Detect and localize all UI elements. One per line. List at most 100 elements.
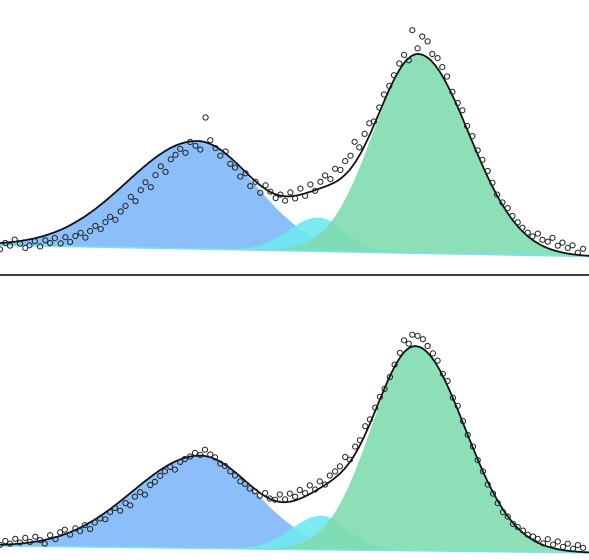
- data-point: [376, 104, 383, 111]
- data-point: [489, 490, 497, 497]
- data-point: [449, 88, 456, 95]
- data-point: [112, 216, 119, 223]
- data-point: [376, 393, 383, 400]
- data-point: [509, 212, 516, 220]
- data-point: [322, 481, 329, 488]
- data-point: [111, 504, 119, 512]
- data-point: [414, 332, 421, 339]
- data-point: [297, 185, 304, 192]
- data-point: [67, 531, 74, 538]
- data-point: [16, 539, 24, 546]
- data-point: [132, 198, 139, 205]
- data-point: [439, 370, 446, 377]
- data-point: [152, 172, 159, 179]
- data-point: [187, 138, 194, 146]
- data-point: [237, 173, 244, 180]
- data-point: [51, 235, 58, 242]
- baseline-line: [0, 244, 589, 258]
- data-point: [22, 534, 29, 542]
- data-point: [574, 249, 581, 256]
- data-point: [469, 443, 477, 450]
- data-point: [560, 543, 567, 551]
- data-point: [401, 337, 408, 344]
- data-point: [252, 178, 259, 185]
- data-point: [241, 480, 249, 487]
- data-point: [177, 458, 184, 465]
- data-point: [57, 240, 64, 247]
- data-point: [366, 416, 373, 423]
- data-point: [127, 193, 134, 200]
- data-point: [267, 188, 274, 195]
- data-point: [26, 538, 34, 546]
- data-point: [336, 463, 343, 470]
- data-point: [77, 528, 84, 535]
- data-point: [370, 118, 378, 125]
- data-point: [469, 133, 476, 140]
- data-point: [137, 187, 144, 194]
- data-point: [539, 236, 546, 243]
- data-point: [162, 168, 169, 175]
- data-point: [102, 219, 109, 226]
- data-point: [191, 449, 199, 456]
- data-point: [474, 147, 481, 154]
- data-point: [580, 245, 587, 252]
- data-point: [459, 107, 466, 114]
- data-point: [569, 242, 576, 249]
- data-point: [296, 486, 303, 494]
- data-point: [141, 491, 148, 498]
- data-point: [107, 508, 114, 516]
- data-point: [117, 507, 124, 514]
- data-point: [292, 195, 299, 202]
- data-point: [444, 377, 451, 385]
- data-point: [351, 138, 358, 145]
- data-point: [444, 73, 451, 80]
- data-point: [489, 179, 496, 186]
- data-point: [6, 242, 14, 249]
- data-point: [211, 454, 219, 461]
- peak-2-area: [0, 217, 589, 257]
- data-point: [499, 199, 506, 206]
- data-point: [524, 229, 531, 236]
- data-point: [317, 178, 324, 185]
- data-point: [429, 50, 436, 58]
- data-point: [87, 228, 94, 235]
- data-point: [484, 481, 491, 488]
- data-point: [514, 523, 521, 531]
- data-point: [117, 208, 124, 215]
- data-point: [147, 184, 154, 191]
- data-point: [419, 336, 426, 343]
- data-point: [151, 478, 158, 485]
- data-point: [306, 482, 313, 489]
- data-point: [231, 164, 239, 171]
- data-point: [386, 373, 393, 381]
- peak-3-area: [0, 54, 589, 257]
- data-point: [11, 236, 18, 243]
- data-point: [12, 535, 19, 542]
- data-point: [347, 152, 354, 159]
- data-point: [494, 191, 501, 198]
- data-point: [564, 540, 571, 547]
- data-point: [227, 160, 234, 167]
- data-point: [519, 224, 526, 231]
- data-point: [286, 490, 293, 497]
- data-point: [202, 114, 209, 121]
- data-point: [534, 230, 541, 237]
- data-point: [222, 148, 229, 155]
- data-point: [72, 232, 79, 240]
- data-point: [217, 460, 224, 467]
- data-point: [540, 540, 547, 547]
- data-point: [82, 234, 89, 241]
- data-point: [167, 463, 174, 470]
- data-point: [574, 542, 581, 549]
- data-point: [272, 496, 279, 503]
- data-point: [81, 522, 88, 529]
- data-point: [221, 462, 229, 470]
- data-point: [67, 238, 74, 245]
- data-point: [464, 122, 471, 130]
- data-point: [247, 183, 254, 190]
- data-point: [401, 51, 408, 59]
- data-point: [519, 527, 527, 534]
- data-point: [534, 535, 541, 542]
- data-point: [26, 242, 33, 249]
